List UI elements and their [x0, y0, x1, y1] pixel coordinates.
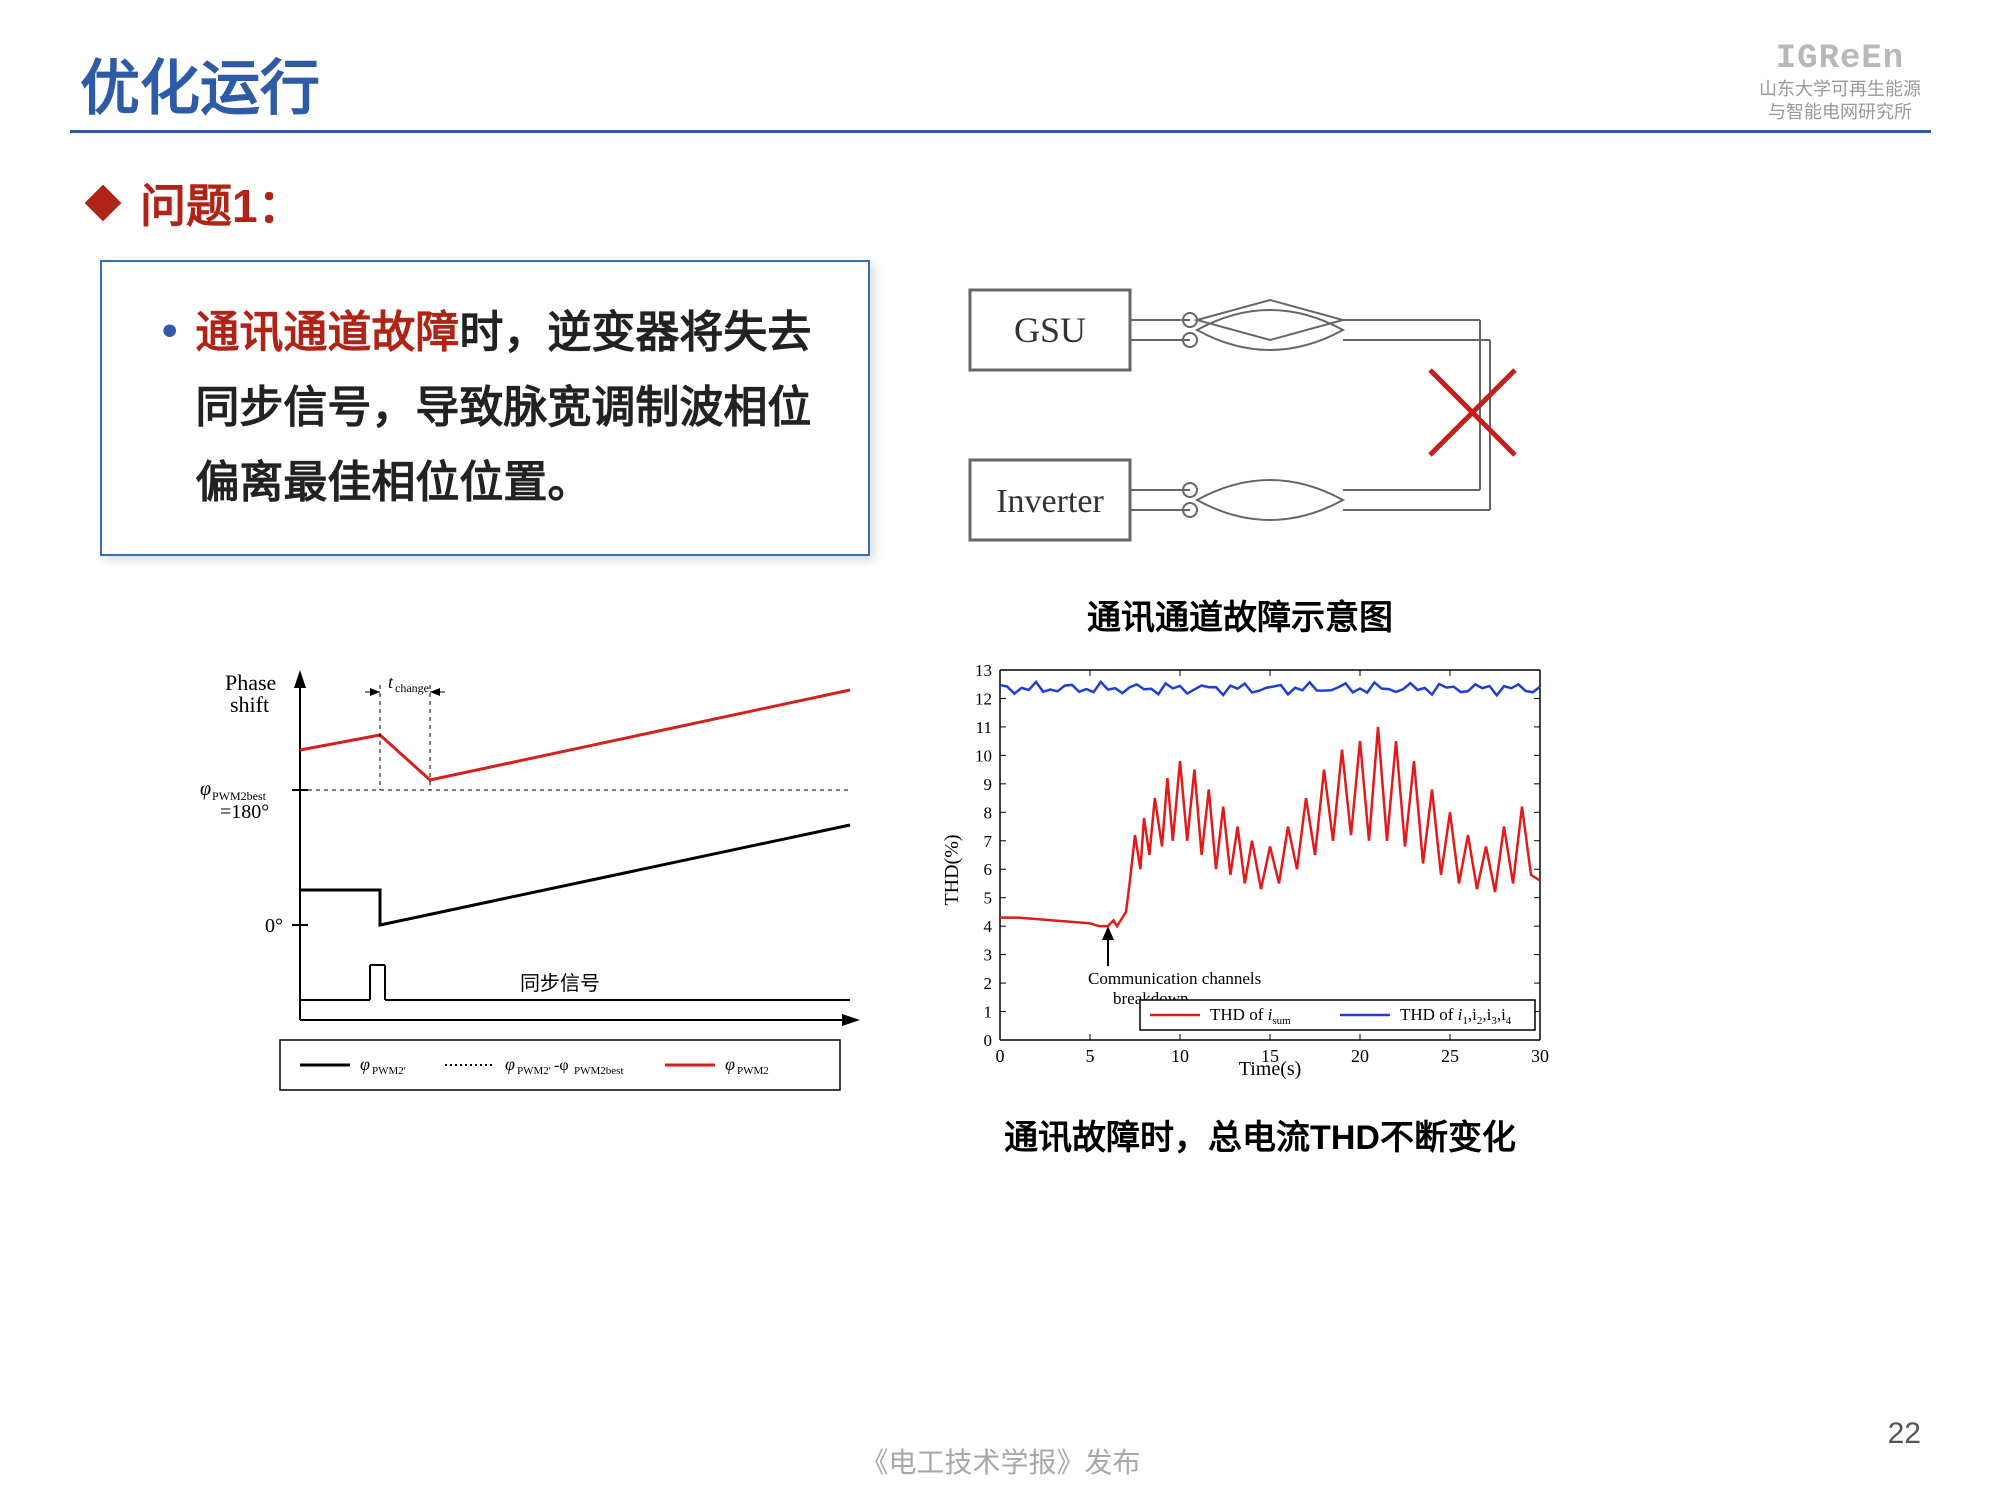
svg-text:=180°: =180°	[220, 801, 269, 823]
svg-text:30: 30	[1531, 1046, 1549, 1066]
svg-text:PWM2best: PWM2best	[574, 1065, 624, 1077]
svg-text:1: 1	[984, 1003, 993, 1022]
svg-text:7: 7	[984, 832, 993, 851]
svg-text:3: 3	[984, 946, 993, 965]
svg-text:φ: φ	[360, 1054, 370, 1074]
bullet-icon: •	[162, 296, 177, 366]
svg-text:φ: φ	[505, 1054, 515, 1074]
phase-shift-chart: Phase shift φ PWM2best =180° 0° tchange …	[170, 660, 870, 1100]
svg-text:0: 0	[996, 1046, 1005, 1066]
highlight-text: 通讯通道故障	[195, 308, 459, 357]
comm-channel-diagram: GSU Inverter	[960, 270, 1520, 590]
svg-text:13: 13	[975, 661, 992, 680]
svg-text:-φ: -φ	[554, 1057, 569, 1074]
svg-text:11: 11	[976, 718, 992, 737]
logo-subtitle-1: 山东大学可再生能源	[1759, 78, 1921, 101]
svg-text:φ: φ	[200, 778, 211, 800]
svg-text:4: 4	[984, 917, 993, 936]
description-text: 通讯通道故障时，逆变器将失去同步信号，导致脉宽调制波相位偏离最佳相位位置。	[195, 296, 828, 520]
section-heading: 问题1：	[90, 170, 304, 236]
svg-text:10: 10	[975, 746, 992, 765]
logo: IGReEn 山东大学可再生能源 与智能电网研究所	[1759, 40, 1921, 125]
svg-text:25: 25	[1441, 1046, 1459, 1066]
thd-xlabel: Time(s)	[1239, 1058, 1302, 1080]
footer-text: 《电工技术学报》发布	[0, 1441, 2001, 1481]
svg-text:5: 5	[984, 889, 993, 908]
inverter-box-label: Inverter	[996, 483, 1104, 520]
thd-chart-caption: 通讯故障时，总电流THD不断变化	[920, 1110, 1600, 1159]
thd-chart: 012345678910111213051015202530 THD(%) Ti…	[940, 650, 1560, 1080]
svg-text:10: 10	[1171, 1046, 1189, 1066]
svg-text:PWM2: PWM2	[737, 1065, 769, 1077]
svg-text:2: 2	[984, 974, 993, 993]
svg-text:9: 9	[984, 775, 993, 794]
gsu-box-label: GSU	[1014, 310, 1086, 350]
svg-text:0: 0	[984, 1031, 993, 1050]
svg-text:change: change	[395, 681, 429, 695]
diamond-icon	[85, 185, 122, 222]
section-heading-text: 问题1：	[140, 170, 304, 236]
diagram1-caption: 通讯通道故障示意图	[970, 590, 1510, 639]
svg-text:t: t	[388, 672, 394, 692]
logo-text: IGReEn	[1759, 40, 1921, 78]
svg-text:8: 8	[984, 803, 993, 822]
svg-text:Communication channels: Communication channels	[1088, 969, 1261, 988]
phase-ylabel2: shift	[230, 692, 269, 717]
svg-text:5: 5	[1086, 1046, 1095, 1066]
svg-text:12: 12	[975, 689, 992, 708]
svg-text:φ: φ	[725, 1054, 735, 1074]
svg-text:0°: 0°	[265, 915, 283, 937]
svg-text:PWM2': PWM2'	[372, 1065, 406, 1077]
svg-text:PWM2': PWM2'	[517, 1065, 551, 1077]
page-number: 22	[1888, 1417, 1921, 1451]
sync-label: 同步信号	[520, 972, 600, 995]
description-box: • 通讯通道故障时，逆变器将失去同步信号，导致脉宽调制波相位偏离最佳相位位置。	[100, 260, 870, 556]
svg-text:6: 6	[984, 860, 993, 879]
slide-title: 优化运行	[80, 40, 320, 127]
header-divider	[70, 130, 1931, 133]
thd-ylabel: THD(%)	[941, 834, 963, 905]
logo-subtitle-2: 与智能电网研究所	[1759, 101, 1921, 124]
svg-text:20: 20	[1351, 1046, 1369, 1066]
